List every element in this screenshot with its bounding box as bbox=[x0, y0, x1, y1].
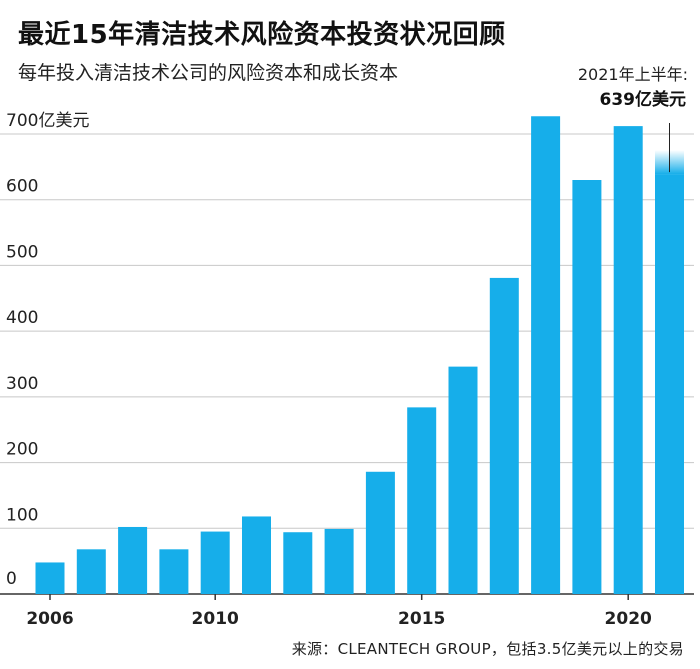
y-tick-label: 100 bbox=[6, 505, 38, 525]
bar-2012 bbox=[283, 532, 313, 594]
y-tick-label: 700亿美元 bbox=[6, 111, 89, 131]
y-tick-label: 200 bbox=[6, 440, 38, 460]
bar-2015 bbox=[407, 407, 437, 594]
source-note: 来源：CLEANTECH GROUP，包括3.5亿美元以上的交易 bbox=[291, 640, 684, 658]
bar-2021H1 bbox=[655, 174, 684, 595]
x-tick-label: 2015 bbox=[398, 609, 445, 629]
bar-2008 bbox=[118, 526, 148, 594]
bar-2017 bbox=[489, 277, 519, 594]
y-tick-label: 400 bbox=[6, 308, 38, 328]
bar-2020 bbox=[613, 126, 643, 594]
y-tick-label: 300 bbox=[6, 374, 38, 394]
callout-label: 2021年上半年: bbox=[577, 65, 688, 84]
x-tick-label: 2020 bbox=[605, 609, 652, 629]
bar-2009 bbox=[159, 549, 189, 594]
y-tick-label: 600 bbox=[6, 177, 38, 197]
x-tick-label: 2010 bbox=[192, 609, 239, 629]
y-tick-label: 0 bbox=[6, 569, 17, 589]
bar-2013 bbox=[324, 528, 354, 594]
bar-2007 bbox=[76, 549, 106, 594]
bar-2018 bbox=[531, 116, 561, 594]
callout-value: 639亿美元 bbox=[599, 90, 687, 110]
bar-2016 bbox=[448, 366, 478, 594]
bar-2010 bbox=[200, 531, 230, 594]
chart-title: 最近15年清洁技术风险资本投资状况回顾 bbox=[18, 20, 506, 50]
bar-2006 bbox=[35, 562, 65, 594]
bar-2014 bbox=[365, 471, 395, 594]
bar-2019 bbox=[572, 180, 602, 594]
chart-subtitle: 每年投入清洁技术公司的风险资本和成长资本 bbox=[18, 62, 399, 84]
x-tick-label: 2006 bbox=[26, 609, 73, 629]
y-tick-label: 500 bbox=[6, 242, 38, 262]
bar-2011 bbox=[242, 516, 271, 594]
